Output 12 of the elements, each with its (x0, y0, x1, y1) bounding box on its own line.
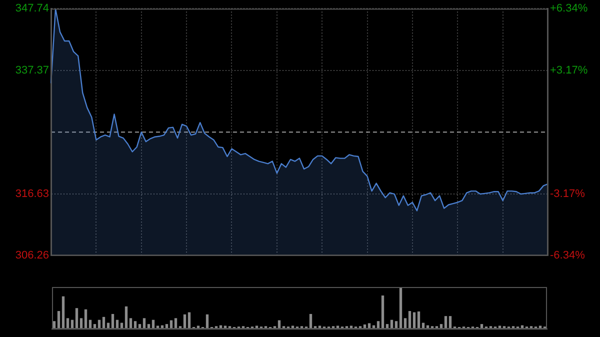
y-tick-label: 306.26 (15, 250, 49, 262)
y-tick-label: 337.37 (15, 64, 49, 76)
bar (75, 308, 78, 329)
y2-tick-label: +6.34% (550, 2, 588, 15)
y2-tick-label: +3.17% (550, 64, 588, 76)
y2-tick-label: -3.17% (550, 188, 586, 200)
bar (381, 295, 384, 329)
y-tick-label: 316.63 (15, 188, 49, 200)
y2-tick-label: -6.34% (550, 250, 586, 262)
bar (62, 296, 65, 329)
bar (124, 306, 128, 329)
y-tick-label: 347.74 (15, 2, 49, 15)
